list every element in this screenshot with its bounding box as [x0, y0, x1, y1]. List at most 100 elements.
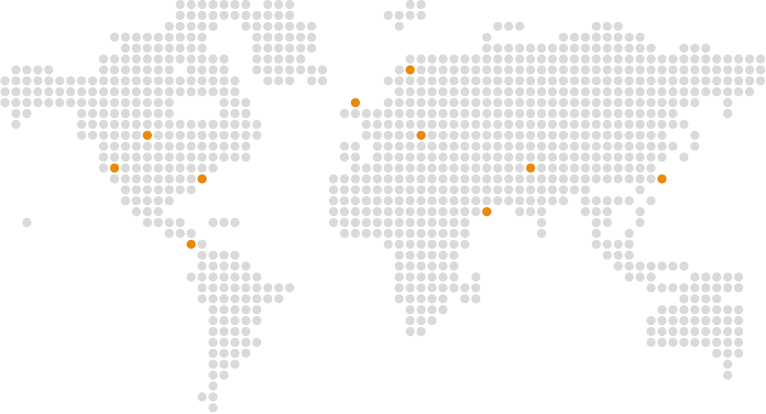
land-dot — [536, 130, 547, 140]
land-dot — [723, 87, 733, 97]
land-dot — [164, 185, 174, 195]
land-dot — [109, 32, 120, 42]
land-dot — [197, 392, 207, 402]
location-marker[interactable] — [416, 130, 426, 140]
land-dot — [493, 141, 503, 151]
land-dot — [383, 108, 393, 119]
land-dot — [394, 119, 404, 129]
land-dot — [11, 98, 21, 108]
land-dot — [252, 283, 262, 293]
land-dot — [460, 185, 470, 195]
land-dot — [449, 141, 459, 151]
location-marker[interactable] — [482, 207, 492, 217]
land-dot — [701, 316, 711, 326]
land-dot — [547, 98, 558, 108]
land-dot — [438, 141, 448, 151]
land-dot — [701, 326, 711, 337]
land-dot — [98, 163, 109, 173]
land-dot — [383, 152, 393, 162]
land-dot — [580, 196, 590, 206]
land-dot — [241, 261, 251, 271]
land-dot — [526, 174, 536, 184]
land-dot — [679, 119, 689, 129]
land-dot — [98, 98, 109, 108]
land-dot — [734, 65, 744, 75]
land-dot — [350, 174, 360, 184]
land-dot — [394, 152, 404, 162]
land-dot — [219, 65, 229, 75]
land-dot — [285, 283, 295, 293]
location-marker[interactable] — [197, 174, 207, 184]
land-dot — [515, 119, 525, 129]
land-dot — [701, 76, 711, 86]
land-dot — [482, 108, 492, 119]
land-dot — [416, 207, 426, 217]
land-dot — [646, 261, 656, 271]
land-dot — [602, 87, 612, 97]
land-dot — [416, 239, 426, 249]
land-dot — [591, 76, 601, 86]
land-dot — [547, 174, 558, 184]
land-dot — [558, 32, 569, 42]
land-dot — [613, 65, 623, 75]
land-dot — [405, 0, 415, 10]
land-dot — [657, 76, 667, 86]
land-dot — [427, 54, 437, 64]
land-dot — [515, 76, 525, 86]
land-dot — [580, 185, 590, 195]
land-dot — [230, 337, 240, 347]
land-dot — [504, 185, 514, 195]
location-marker[interactable] — [405, 65, 415, 75]
land-dot — [449, 196, 459, 206]
land-dot — [241, 108, 251, 119]
land-dot — [471, 87, 481, 97]
land-dot — [405, 76, 415, 86]
land-dot — [504, 119, 514, 129]
land-dot — [394, 283, 404, 293]
land-dot — [635, 87, 645, 97]
land-dot — [657, 108, 667, 119]
location-marker[interactable] — [109, 163, 120, 173]
land-dot — [701, 294, 711, 304]
land-dot — [624, 272, 634, 282]
land-dot — [175, 163, 185, 173]
land-dot — [558, 152, 569, 162]
land-dot — [405, 185, 415, 195]
land-dot — [679, 43, 689, 53]
land-dot — [723, 76, 733, 86]
land-dot — [361, 174, 371, 184]
location-marker[interactable] — [526, 163, 536, 173]
land-dot — [230, 87, 240, 97]
location-marker[interactable] — [142, 130, 152, 140]
land-dot — [416, 326, 426, 337]
land-dot — [657, 283, 667, 293]
land-dot — [416, 87, 426, 97]
land-dot — [230, 316, 240, 326]
land-dot — [547, 152, 558, 162]
land-dot — [186, 0, 196, 10]
land-dot — [547, 108, 558, 119]
land-dot — [701, 283, 711, 293]
land-dot — [405, 283, 415, 293]
land-dot — [449, 185, 459, 195]
land-dot — [690, 43, 700, 53]
location-marker[interactable] — [350, 98, 360, 108]
land-dot — [372, 174, 382, 184]
land-dot — [449, 272, 459, 282]
land-dot — [493, 108, 503, 119]
land-dot — [471, 283, 481, 293]
land-dot — [416, 163, 426, 173]
location-marker[interactable] — [657, 174, 667, 184]
land-dot — [657, 65, 667, 75]
land-dot — [208, 250, 218, 260]
land-dot — [591, 217, 601, 228]
land-dot — [613, 250, 623, 260]
land-dot — [241, 272, 251, 282]
land-dot — [153, 43, 163, 53]
land-dot — [153, 196, 163, 206]
land-dot — [120, 130, 131, 140]
location-marker[interactable] — [186, 239, 196, 249]
land-dot — [635, 261, 645, 271]
land-dot — [208, 141, 218, 151]
land-dot — [602, 108, 612, 119]
